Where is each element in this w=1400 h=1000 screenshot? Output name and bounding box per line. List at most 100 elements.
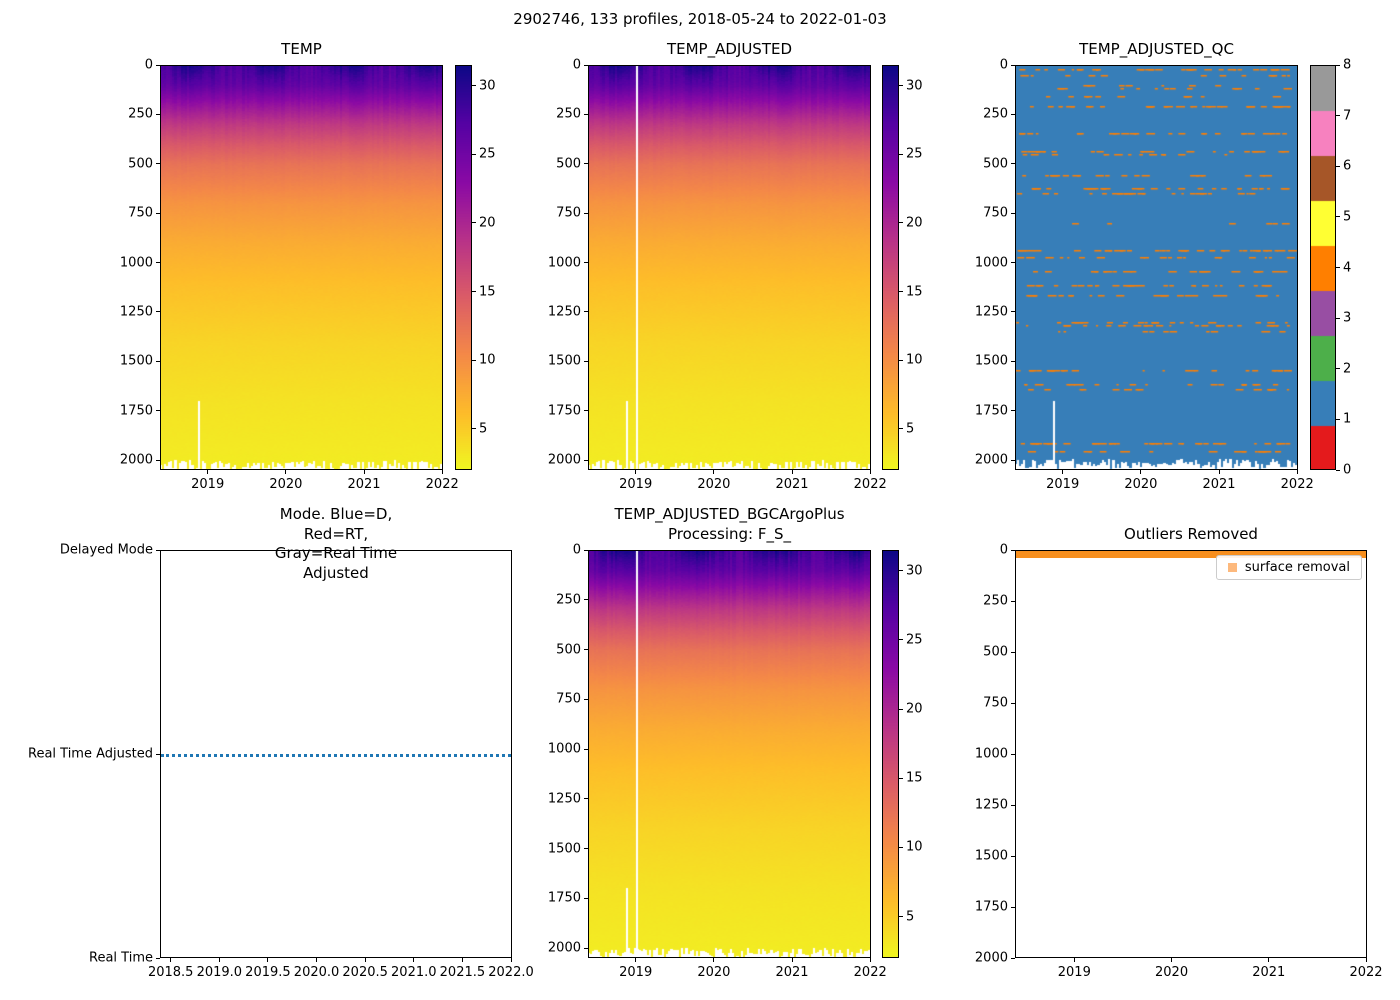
y-tick-label: 1750 — [974, 403, 1008, 419]
y-tick-mark — [584, 599, 588, 601]
y-tick-mark — [1011, 459, 1015, 461]
colorbar-tick-mark — [899, 153, 903, 155]
y-tick-label: Real Time Adjusted — [28, 746, 153, 762]
panel-outliers-removed-title: Outliers Removed — [1124, 525, 1258, 543]
panel-temp-adjusted-bgc: TEMP_ADJUSTED_BGCArgoPlus Processing: F_… — [548, 505, 887, 980]
y-tick-mark — [584, 549, 588, 551]
y-tick-mark — [1011, 600, 1015, 602]
y-tick-label: 1750 — [547, 403, 581, 419]
y-tick-mark — [584, 698, 588, 700]
colorbar-bgc-gradient — [882, 550, 899, 958]
y-tick-label: 0 — [999, 57, 1008, 73]
y-tick-label: 750 — [556, 205, 581, 221]
y-tick-mark — [1011, 311, 1015, 313]
y-tick-label: 0 — [572, 542, 581, 558]
x-tick-mark — [869, 958, 871, 962]
y-tick-mark — [584, 360, 588, 362]
colorbar-temp: 5 10 15 20 25 30 — [455, 65, 496, 470]
y-tick-label: 1750 — [974, 899, 1008, 915]
y-tick-mark — [1011, 855, 1015, 857]
outliers-legend: surface removal — [1215, 555, 1362, 580]
colorbar-tick-label: 7 — [1343, 108, 1352, 124]
y-tick-label: 750 — [556, 691, 581, 707]
colorbar-temp-adjusted: 5 10 15 20 25 30 — [882, 65, 923, 470]
x-tick-mark — [1062, 470, 1064, 474]
colorbar-tick-label: 30 — [906, 78, 923, 94]
y-tick-label: 1750 — [547, 890, 581, 906]
y-tick-mark — [1011, 113, 1015, 115]
colorbar-tick-mark — [899, 846, 903, 848]
colorbar-tick-mark — [899, 359, 903, 361]
temp-adjusted-heatmap — [588, 65, 871, 470]
panel-temp-adjusted-bgc-title: TEMP_ADJUSTED_BGCArgoPlus Processing: F_… — [614, 505, 845, 543]
colorbar-tick-mark — [1336, 115, 1340, 117]
y-tick-label: 500 — [983, 156, 1008, 172]
x-tick-label: 2020.0 — [293, 965, 340, 980]
x-tick-label: 2022 — [1349, 965, 1383, 980]
colorbar-tick-label: 8 — [1343, 57, 1352, 73]
x-tick-label: 2021 — [1252, 965, 1286, 980]
x-tick-mark — [207, 470, 209, 474]
x-tick-label: 2022 — [853, 477, 887, 492]
y-tick-mark — [156, 459, 160, 461]
x-tick-mark — [267, 958, 269, 962]
colorbar-tick-mark — [1336, 165, 1340, 167]
colorbar-tick-label: 15 — [479, 284, 496, 300]
bgc-temp-heatmap — [588, 550, 871, 958]
y-tick-label: 1000 — [974, 255, 1008, 271]
y-tick-mark — [1011, 906, 1015, 908]
colorbar-tick-mark — [472, 359, 476, 361]
colorbar-tick-label: 4 — [1343, 260, 1352, 275]
panel-temp-adjusted-title: TEMP_ADJUSTED — [666, 40, 793, 58]
y-tick-label: 2000 — [974, 452, 1008, 468]
x-tick-label: 2022 — [853, 965, 887, 980]
y-tick-mark — [584, 64, 588, 66]
x-tick-label: 2019 — [619, 965, 653, 980]
colorbar-tick-label: 3 — [1343, 310, 1352, 326]
x-tick-mark — [869, 470, 871, 474]
y-tick-mark — [1011, 360, 1015, 362]
colorbar-tick-mark — [899, 85, 903, 87]
y-tick-label: Delayed Mode — [59, 542, 153, 558]
colorbar-tick-mark — [899, 916, 903, 917]
colorbar-tick-mark — [899, 222, 903, 224]
y-tick-label: 1000 — [119, 255, 153, 271]
x-tick-label: 2019 — [619, 477, 653, 492]
surface-removal-label: surface removal — [1244, 560, 1350, 575]
colorbar-tick-mark — [472, 291, 476, 293]
y-tick-label: 1000 — [547, 255, 581, 271]
x-tick-label: 2019 — [191, 477, 225, 492]
colorbar-tick-mark — [472, 85, 476, 87]
panel-mode: Mode. Blue=D, Red=RT, Gray=Real Time Adj… — [28, 505, 534, 980]
x-tick-mark — [635, 470, 637, 474]
x-tick-mark — [1171, 958, 1173, 962]
panel-temp: TEMP 2019 2020 2021 2022 0 250 500 750 1000 1250 1… — [120, 40, 459, 492]
y-tick-mark — [584, 212, 588, 214]
y-tick-mark — [1011, 804, 1015, 806]
x-tick-label: 2019.5 — [245, 965, 291, 980]
y-tick-mark — [156, 410, 160, 412]
y-tick-mark — [1011, 651, 1015, 653]
y-tick-label: 1000 — [547, 741, 581, 757]
x-tick-label: 2020 — [697, 965, 731, 980]
x-tick-mark — [316, 958, 318, 962]
y-tick-mark — [1011, 212, 1015, 214]
colorbar-tick-mark — [899, 777, 903, 779]
x-tick-label: 2020 — [269, 477, 303, 492]
y-tick-mark — [1011, 64, 1015, 66]
colorbar-tick-mark — [1336, 368, 1340, 370]
y-tick-mark — [156, 113, 160, 115]
y-tick-label: 0 — [144, 57, 153, 73]
x-tick-label: 2021 — [775, 477, 809, 492]
colorbar-tick-label: 10 — [906, 839, 923, 855]
y-tick-label: 0 — [999, 542, 1008, 558]
x-tick-mark — [635, 958, 637, 962]
colorbar-tick-label: 5 — [479, 421, 488, 437]
x-tick-mark — [461, 958, 463, 962]
y-tick-mark — [156, 212, 160, 214]
colorbar-tick-label: 15 — [906, 284, 923, 300]
colorbar-tick-label: 5 — [1343, 209, 1352, 225]
x-tick-label: 2022 — [1280, 477, 1314, 492]
y-tick-mark — [156, 64, 160, 66]
